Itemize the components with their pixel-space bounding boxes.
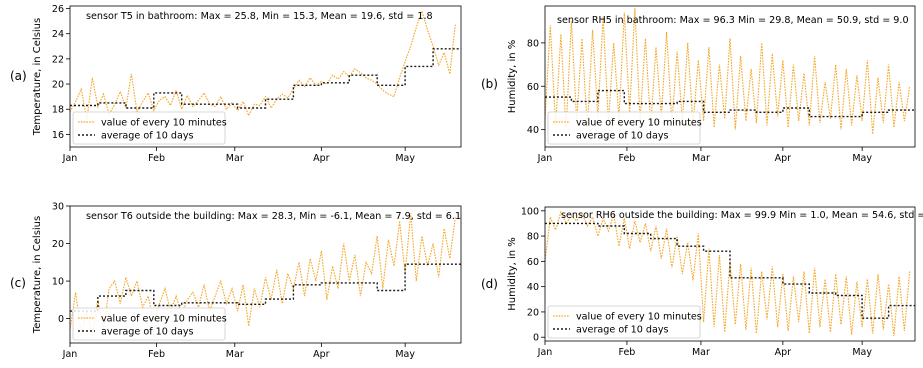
- panel-c-axes-frame: [69, 205, 462, 344]
- panel-d-ylabel: Humidity, in %: [507, 237, 518, 311]
- panel-d-ytick-label: 80: [527, 232, 539, 243]
- panel-a-average-line: [70, 48, 461, 109]
- panel-c-ytick-label: 10: [52, 277, 64, 288]
- panel-b-xtick-label: Mar: [692, 153, 710, 164]
- panel-b-chart: (b) 40 60 80 Jan Feb Mar Apr May Humidity, in % se…: [481, 5, 916, 164]
- panel-d-letter: (d): [481, 277, 498, 291]
- panel-c-xtick-label: Feb: [148, 349, 165, 360]
- panel-d-xtick-label: Feb: [619, 347, 636, 358]
- panel-d-legend-label: value of every 10 minutes: [576, 312, 702, 323]
- panel-b-xtick-label: Feb: [619, 153, 636, 164]
- panel-a-xtick-label: Mar: [226, 153, 244, 164]
- panel-c-ytick-label: 30: [52, 202, 64, 213]
- panel-a-legend-label: average of 10 days: [101, 131, 194, 142]
- panel-b-xtick-label: May: [852, 153, 872, 164]
- panel-b-stats-note: sensor RH5 in bathroom: Max = 96.3 Min =…: [557, 15, 909, 26]
- panel-a-ytick-label: 26: [52, 4, 64, 15]
- panel-b-raw-line: [545, 8, 911, 135]
- panel-b-ytick-label: 60: [527, 82, 539, 93]
- panel-a-ytick-label: 22: [52, 54, 64, 65]
- panel-c-xtick-label: Mar: [226, 349, 244, 360]
- panel-b-ytick-label: 80: [527, 38, 539, 49]
- panel-a-legend-label: value of every 10 minutes: [101, 118, 227, 129]
- panel-a-ytick-label: 16: [52, 130, 64, 141]
- panel-c-legend: [72, 307, 226, 341]
- panel-b-legend-label: average of 10 days: [576, 131, 669, 142]
- panel-c-chart: (c) 0 10 20 30 Jan Feb Mar Apr May Temperature, in…: [10, 202, 462, 360]
- panel-c-average-line: [70, 263, 461, 312]
- panel-a-stats-note: sensor T5 in bathroom: Max = 25.8, Min =…: [86, 11, 433, 22]
- panel-a-ytick-label: 20: [52, 80, 64, 91]
- panel-d-ytick-label: 100: [521, 206, 539, 217]
- panel-c-legend-label: value of every 10 minutes: [101, 314, 227, 325]
- panel-c-ytick-label: 20: [52, 239, 64, 250]
- panel-b-xtick-label: Apr: [775, 153, 792, 164]
- panel-d-raw-line: [545, 210, 911, 336]
- panel-b-letter: (b): [481, 77, 498, 91]
- panel-c-xtick-label: Apr: [313, 349, 330, 360]
- panel-a-ytick-label: 24: [52, 29, 64, 40]
- panel-d-xtick-label: Apr: [775, 347, 792, 358]
- panel-c-xtick-label: May: [395, 349, 415, 360]
- panel-b-ylabel: Humidity, in %: [507, 40, 518, 114]
- panel-b-ytick-label: 40: [527, 125, 539, 136]
- panel-a-xtick-label: May: [395, 153, 415, 164]
- panel-d-axes-frame: [544, 206, 916, 342]
- panel-c-ylabel: Temperature, in Celsius: [32, 216, 43, 334]
- panel-d-stats-note: sensor RH6 outside the building: Max = 9…: [561, 210, 923, 221]
- panel-a-xtick-label: Feb: [148, 153, 165, 164]
- panel-d-ytick-label: 40: [527, 282, 539, 293]
- panel-d-ytick-label: 60: [527, 257, 539, 268]
- panel-d-ytick-label: 0: [533, 333, 539, 344]
- panel-a-letter: (a): [10, 69, 27, 83]
- panel-d-legend-label: average of 10 days: [576, 325, 669, 336]
- panel-c-xtick-label: Jan: [62, 349, 78, 360]
- panel-c-ytick-label: 0: [58, 314, 64, 325]
- panel-d-chart: (d) 0 20 40 60 80 100 Jan Feb Mar Apr May Humidity, …: [481, 206, 923, 358]
- panel-b-legend-label: value of every 10 minutes: [576, 118, 702, 129]
- panel-a-xtick-label: Jan: [62, 153, 78, 164]
- panel-a-raw-line: [70, 9, 456, 120]
- panel-d-xtick-label: May: [852, 347, 872, 358]
- panel-c-stats-note: sensor T6 outside the building: Max = 28…: [86, 211, 461, 222]
- panel-b-legend: [547, 111, 701, 145]
- panel-b-average-line: [545, 89, 915, 118]
- panel-d-legend: [547, 305, 701, 339]
- panel-b-xtick-label: Jan: [537, 153, 553, 164]
- panel-a-chart: (a) 16 18 20 22 24 26 Jan Feb Mar Apr May Temperatur…: [10, 4, 462, 164]
- panel-c-letter: (c): [10, 276, 26, 290]
- panel-c-legend-label: average of 10 days: [101, 327, 194, 338]
- panel-a-legend: [72, 111, 226, 145]
- panel-d-xtick-label: Mar: [692, 347, 710, 358]
- panel-b-axes-frame: [544, 5, 916, 148]
- panel-d-average-line: [545, 222, 915, 319]
- panel-d-ytick-label: 20: [527, 307, 539, 318]
- panel-a-ylabel: Temperature, in Celsius: [32, 18, 43, 136]
- panel-d-xtick-label: Jan: [537, 347, 553, 358]
- panel-a-xtick-label: Apr: [313, 153, 330, 164]
- panel-a-axes-frame: [69, 5, 462, 148]
- panel-a-ytick-label: 18: [52, 105, 64, 116]
